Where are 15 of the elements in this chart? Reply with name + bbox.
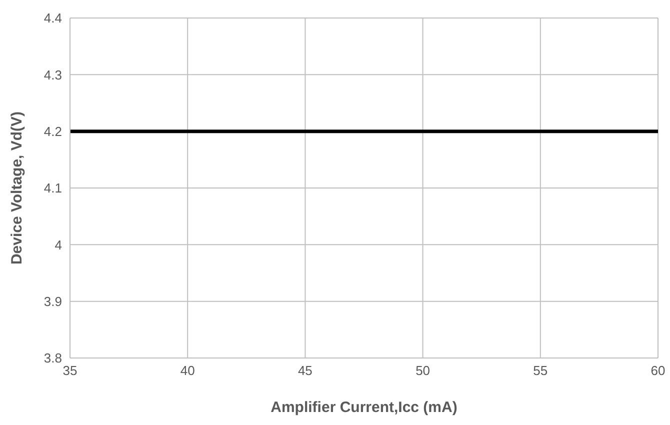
y-tick-label: 4.2: [44, 124, 62, 139]
y-tick-label: 4.3: [44, 67, 62, 82]
x-tick-label: 40: [180, 363, 195, 378]
x-tick-label: 35: [62, 363, 78, 378]
y-tick-label: 3.8: [44, 350, 62, 366]
y-tick-label: 4: [54, 237, 62, 252]
y-tick-label: 4.1: [44, 180, 62, 196]
x-tick-label: 60: [650, 363, 666, 378]
y-axis-title: Device Voltage, Vd(V): [8, 111, 26, 265]
y-tick-label: 4.4: [44, 10, 62, 26]
x-tick-label: 50: [416, 363, 430, 378]
x-tick-label: 55: [533, 363, 548, 378]
x-axis-title: Amplifier Current,Icc (mA): [270, 399, 458, 416]
x-tick-label: 45: [298, 363, 312, 378]
y-tick-label: 3.9: [44, 294, 62, 309]
